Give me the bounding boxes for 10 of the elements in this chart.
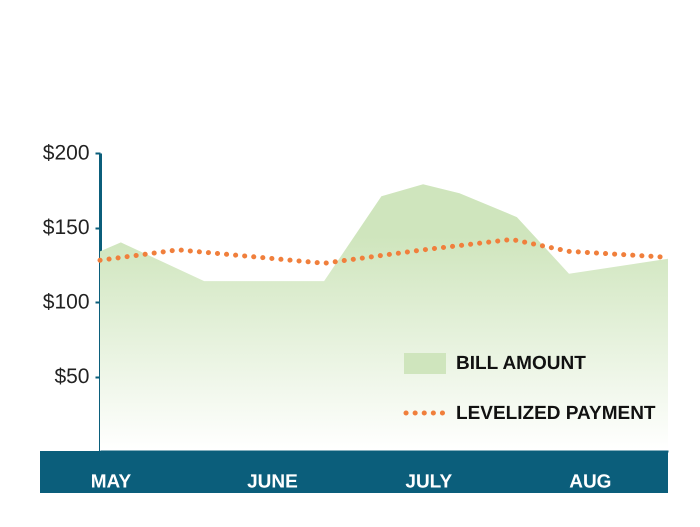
x-tick-label: AUG (569, 472, 612, 492)
y-tick-label: $100 (42, 290, 90, 314)
y-tick-label: $150 (42, 216, 90, 239)
x-tick-label: JUNE (247, 472, 298, 492)
x-tick-label: MAY (90, 472, 132, 492)
y-tick-label: $200 (42, 142, 90, 164)
y-tick-label: $50 (54, 365, 90, 388)
x-tick-label: JULY (405, 472, 453, 492)
legend-label: BILL AMOUNT (456, 353, 586, 374)
legend-label: LEVELIZED PAYMENT (456, 403, 656, 424)
